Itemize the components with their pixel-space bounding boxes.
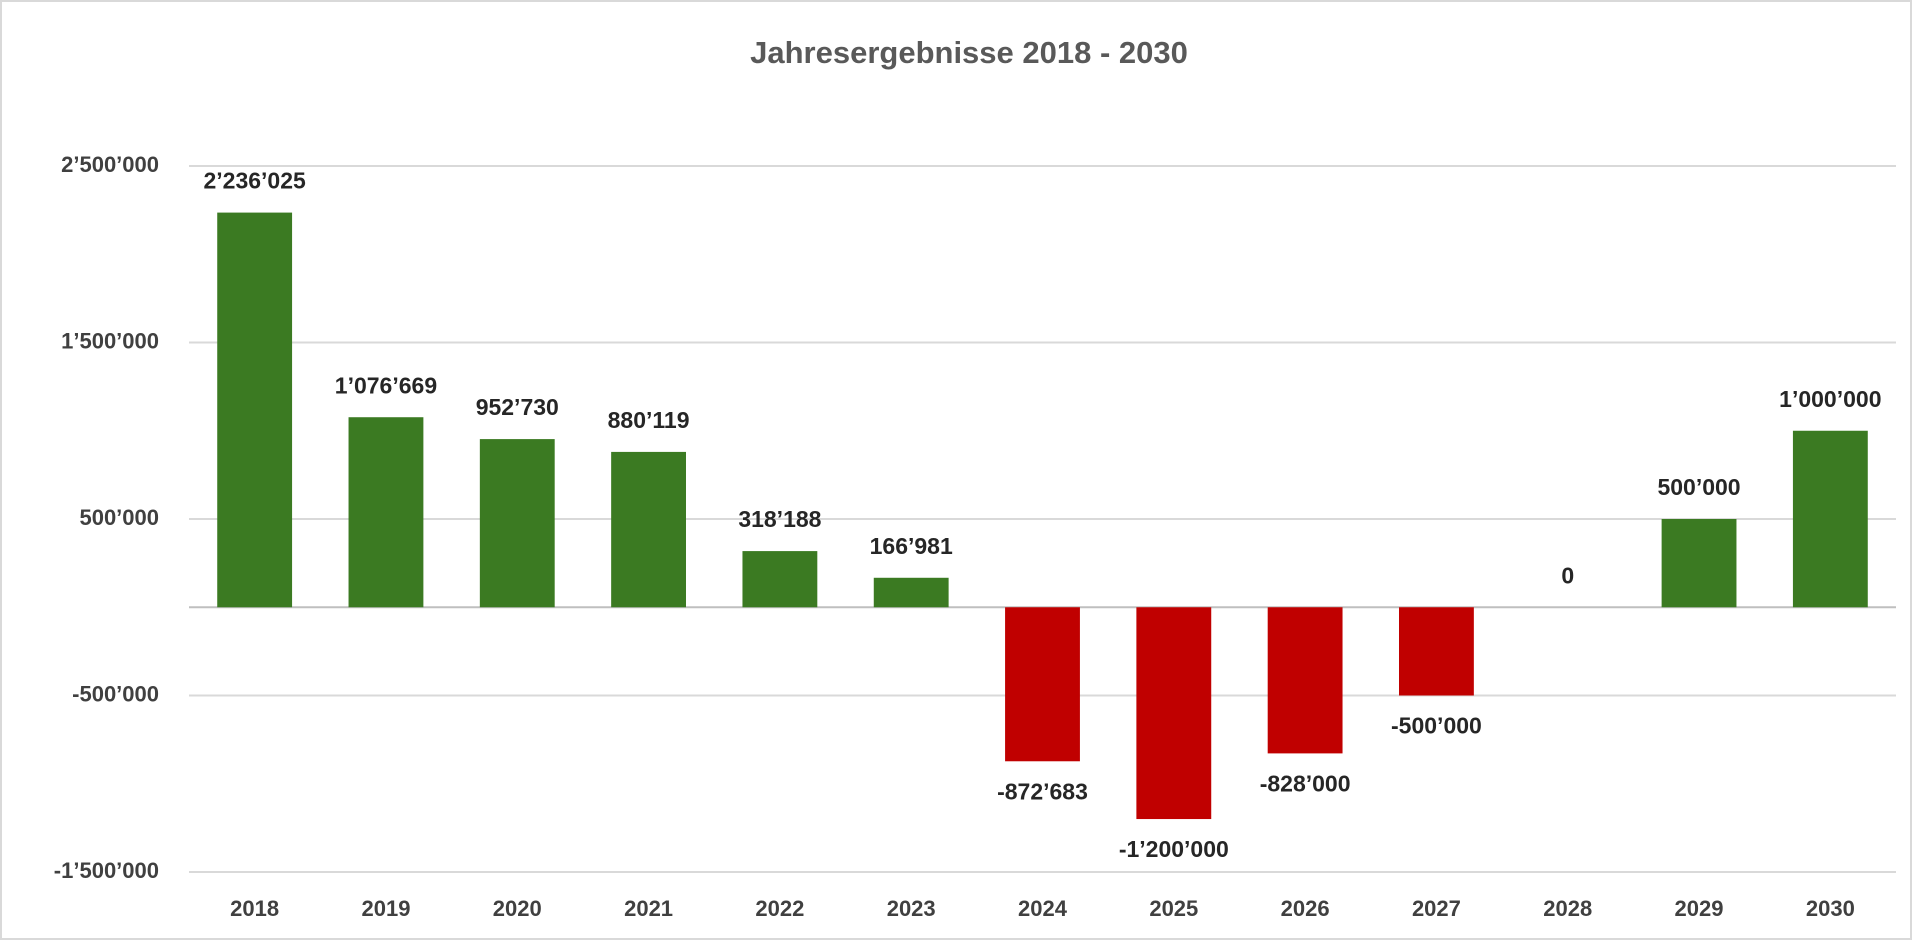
data-label: 500’000 xyxy=(1657,474,1740,500)
bar xyxy=(479,439,555,608)
x-tick-label: 2023 xyxy=(887,896,936,921)
x-tick-label: 2021 xyxy=(624,896,673,921)
data-label: 1’000’000 xyxy=(1779,386,1881,412)
bar xyxy=(1792,430,1868,608)
data-label: 0 xyxy=(1561,562,1574,588)
data-label: 2’236’025 xyxy=(203,168,306,194)
data-label: 166’981 xyxy=(870,533,953,559)
bar xyxy=(348,417,424,608)
x-tick-label: 2030 xyxy=(1806,896,1855,921)
bar xyxy=(611,451,686,608)
x-tick-label: 2024 xyxy=(1018,896,1068,921)
x-tick-label: 2019 xyxy=(361,896,410,921)
bar xyxy=(217,212,293,608)
bar xyxy=(1661,519,1737,608)
x-tick-label: 2027 xyxy=(1412,896,1461,921)
y-tick-label: 500’000 xyxy=(79,505,159,530)
bar xyxy=(873,577,949,608)
x-tick-label: 2025 xyxy=(1149,896,1198,921)
y-tick-label: 1’500’000 xyxy=(61,328,159,353)
bar xyxy=(1136,607,1212,820)
bar xyxy=(1267,607,1343,754)
x-tick-label: 2026 xyxy=(1281,896,1330,921)
y-tick-label: 2’500’000 xyxy=(61,152,159,177)
data-label: 318’188 xyxy=(738,506,821,532)
bar xyxy=(742,551,818,608)
x-tick-label: 2028 xyxy=(1543,896,1592,921)
x-tick-label: 2022 xyxy=(755,896,804,921)
y-tick-label: -500’000 xyxy=(72,681,159,706)
x-tick-label: 2020 xyxy=(493,896,542,921)
x-tick-label: 2029 xyxy=(1675,896,1724,921)
data-label: -828’000 xyxy=(1260,770,1351,796)
data-label: 880’119 xyxy=(608,407,690,433)
data-label: 1’076’669 xyxy=(335,372,437,398)
bar xyxy=(1005,607,1080,762)
data-label: -500’000 xyxy=(1391,713,1482,739)
x-tick-label: 2018 xyxy=(230,896,279,921)
data-label: -1’200’000 xyxy=(1119,836,1229,862)
chart-title: Jahresergebnisse 2018 - 2030 xyxy=(750,35,1188,70)
data-label: -872’683 xyxy=(997,778,1088,804)
data-label: 952’730 xyxy=(476,394,559,420)
bar xyxy=(1399,607,1474,696)
y-tick-label: -1’500’000 xyxy=(54,858,159,883)
